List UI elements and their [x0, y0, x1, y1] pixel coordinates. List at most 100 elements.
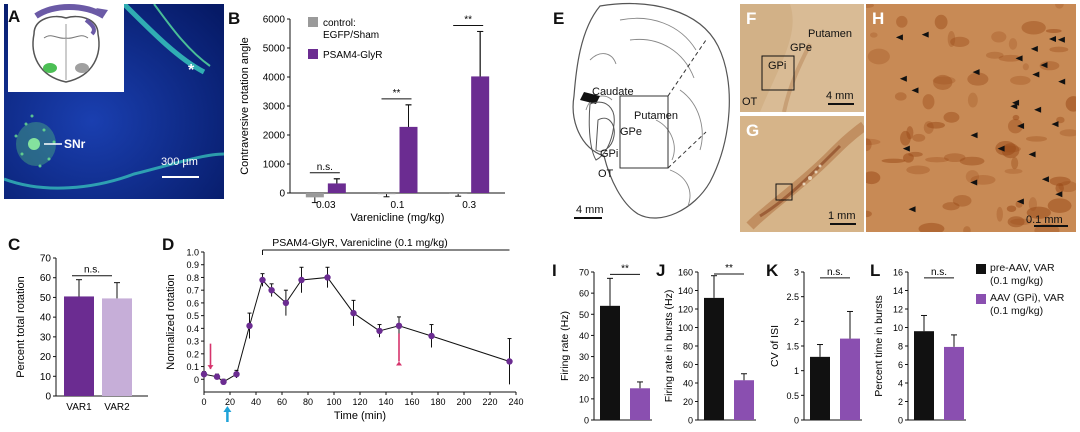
data-point — [259, 276, 266, 284]
bar — [399, 126, 418, 193]
y-tick-label: 3 — [794, 268, 799, 278]
arrowhead-marker — [1048, 36, 1056, 43]
y-tick-label: 60 — [683, 360, 693, 370]
stain-blob — [1059, 129, 1076, 137]
stain-blob — [967, 92, 978, 108]
arrowhead-marker — [970, 179, 978, 186]
y-tick-label: 10 — [893, 323, 903, 333]
arrowhead-marker — [1032, 71, 1040, 78]
f-ot-label: OT — [742, 96, 758, 108]
g-scalebar-label: 1 mm — [828, 210, 856, 222]
chart-k: 0 0.5 1 1.5 2 2.5 3 CV of ISI n.s. — [769, 267, 862, 426]
x-tick-label: 0.03 — [316, 200, 336, 211]
panel-label-a: A — [8, 7, 21, 26]
y-tick-label: 30 — [40, 332, 52, 343]
y-tick-label: 70 — [579, 268, 589, 278]
x-tick-label: 40 — [251, 397, 261, 407]
stain-blob — [996, 206, 1003, 222]
arrowhead-marker — [1051, 121, 1059, 128]
y-tick-label: 160 — [678, 268, 693, 278]
arrowhead-marker — [1010, 103, 1018, 110]
significance-label: ** — [725, 263, 733, 274]
data-point — [268, 286, 275, 294]
stain-blob — [903, 153, 914, 163]
injection-arrowhead — [396, 361, 402, 366]
data-point — [506, 358, 513, 365]
e-scalebar-label: 4 mm — [576, 204, 604, 216]
panel-e-drawing — [572, 3, 730, 219]
y-tick-label: 0.2 — [186, 349, 199, 359]
y-tick-label: 40 — [579, 331, 589, 341]
panel-g-image: G 1 mm — [740, 116, 864, 232]
y-tick-label: 50 — [40, 293, 52, 304]
stain-blob — [963, 226, 971, 232]
stain-blob — [1047, 198, 1072, 213]
stain-blob — [1008, 38, 1018, 50]
significance-label: n.s. — [84, 265, 100, 276]
chart-i: 0 10 20 30 40 50 60 70 Firing rate (Hz) ** — [559, 263, 652, 426]
bar — [377, 193, 396, 195]
stain-blob — [959, 156, 985, 166]
chart-j: 0 20 40 60 80 100 120 140 160 Firing rate in burs… — [663, 263, 756, 426]
stain-blob — [967, 72, 989, 86]
stain-blob — [1049, 46, 1069, 53]
legend-swatch-control — [308, 17, 318, 27]
x-tick-label: 0.3 — [462, 200, 476, 211]
arrowhead-marker — [1040, 62, 1048, 69]
x-axis-label: Varenicline (mg/kg) — [351, 212, 445, 224]
y-tick-label: 60 — [579, 289, 589, 299]
stain-blob — [1012, 114, 1020, 121]
legend-label-psam: PSAM4-GlyR — [323, 50, 382, 61]
significance-label: ** — [621, 263, 629, 274]
y-tick-label: 100 — [678, 323, 693, 333]
data-point — [428, 332, 435, 340]
stain-blob — [933, 74, 953, 91]
e-gpe-label: GPe — [620, 126, 643, 138]
data-point — [220, 378, 227, 386]
chart-l: 0 2 4 6 8 10 12 14 16 Percent time in bursts n.s. — [873, 267, 966, 426]
x-tick-label: 220 — [482, 397, 497, 407]
stain-blob — [869, 32, 878, 38]
y-tick-label: 40 — [40, 313, 52, 324]
bar — [600, 305, 620, 420]
stain-blob — [932, 76, 956, 85]
arrowhead-marker — [902, 145, 910, 152]
legend-item-post: AAV (GPi), VAR (0.1 mg/kg) — [976, 292, 1080, 318]
stain-blob — [1065, 96, 1076, 112]
arrowhead-marker — [1034, 106, 1042, 113]
arrowhead-marker — [972, 69, 980, 76]
y-tick-label: 6000 — [263, 15, 286, 26]
stain-blob — [900, 130, 911, 146]
y-axis-label: Firing rate in bursts (Hz) — [663, 290, 675, 403]
stain-blob — [942, 202, 960, 211]
legend-post-line1: AAV (GPi), VAR — [990, 292, 1065, 304]
stain-blob — [952, 194, 972, 207]
y-tick-label: 0.1 — [186, 362, 199, 372]
y-tick-label: 20 — [683, 397, 693, 407]
x-tick-label: VAR2 — [104, 402, 130, 413]
stain-blob — [991, 31, 1007, 43]
significance-label: n.s. — [931, 267, 947, 278]
stain-blob — [1021, 20, 1046, 35]
bar — [944, 346, 964, 420]
y-tick-label: 0 — [794, 416, 799, 426]
stain-blob — [866, 171, 881, 185]
y-tick-label: 4000 — [263, 73, 286, 84]
data-point — [200, 370, 208, 378]
e-caudate-label: Caudate — [592, 86, 634, 98]
f-putamen-label: Putamen — [808, 28, 853, 40]
data-point — [246, 322, 253, 330]
f-gpe-label: GPe — [790, 42, 813, 54]
stain-blob — [1007, 216, 1025, 228]
stain-blob — [912, 133, 926, 142]
legend-pre-line1: pre-AAV, VAR — [990, 262, 1055, 274]
arrowhead-marker — [1057, 36, 1065, 43]
panel-label-k: K — [766, 261, 779, 280]
y-tick-label: 0.7 — [186, 286, 199, 296]
arrowhead-marker — [1028, 151, 1036, 158]
arrowhead-marker — [997, 145, 1005, 152]
y-tick-label: 2 — [794, 317, 799, 327]
y-axis-label: Normalized rotation — [165, 274, 177, 369]
stain-blob — [944, 153, 966, 162]
stain-blob — [1055, 4, 1064, 9]
